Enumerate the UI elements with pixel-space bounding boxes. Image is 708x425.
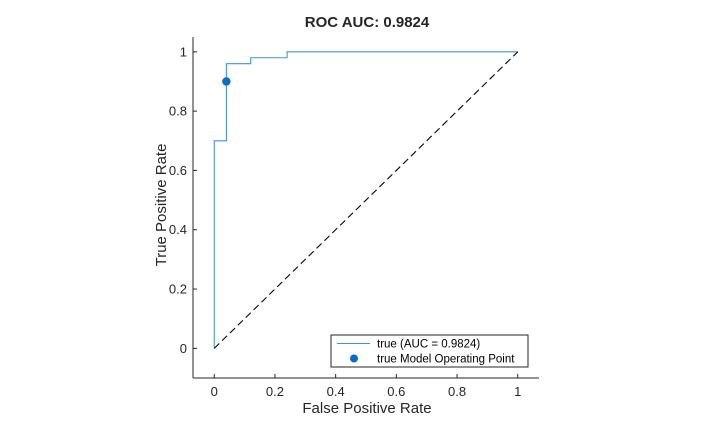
x-tick-label: 0.8 [448,384,466,399]
y-tick-label: 0.8 [169,104,187,119]
x-tick-label: 0 [211,384,218,399]
y-tick-label: 0.2 [169,282,187,297]
x-tick-label: 0.2 [266,384,284,399]
legend-entry-operating-point: true Model Operating Point [377,354,515,366]
legend-marker-swatch [350,354,358,363]
y-tick-label: 0.6 [169,163,187,178]
y-tick-label: 1 [180,44,187,59]
x-axis-label: False Positive Rate [302,400,431,417]
x-tick-label: 0.6 [387,384,405,399]
axes: 0 0.2 0.4 0.6 0.8 1 0 0.2 0.4 0.6 0.8 1 [169,37,539,399]
y-axis-label: True Positive Rate [153,144,170,267]
y-tick-label: 0 [180,341,187,356]
legend: true (AUC = 0.9824) true Model Operating… [330,334,529,368]
legend-box [330,334,529,368]
plot-marks [213,51,519,349]
roc-curve-line [213,51,518,349]
legend-entry-roc: true (AUC = 0.9824) [377,339,480,351]
operating-point-marker [222,77,231,86]
y-tick-label: 0.4 [169,222,187,237]
chance-diagonal-line [213,51,519,349]
chart-title: ROC AUC: 0.9824 [305,14,430,31]
x-tick-label: 1 [514,384,521,399]
x-tick-label: 0.4 [327,384,345,399]
